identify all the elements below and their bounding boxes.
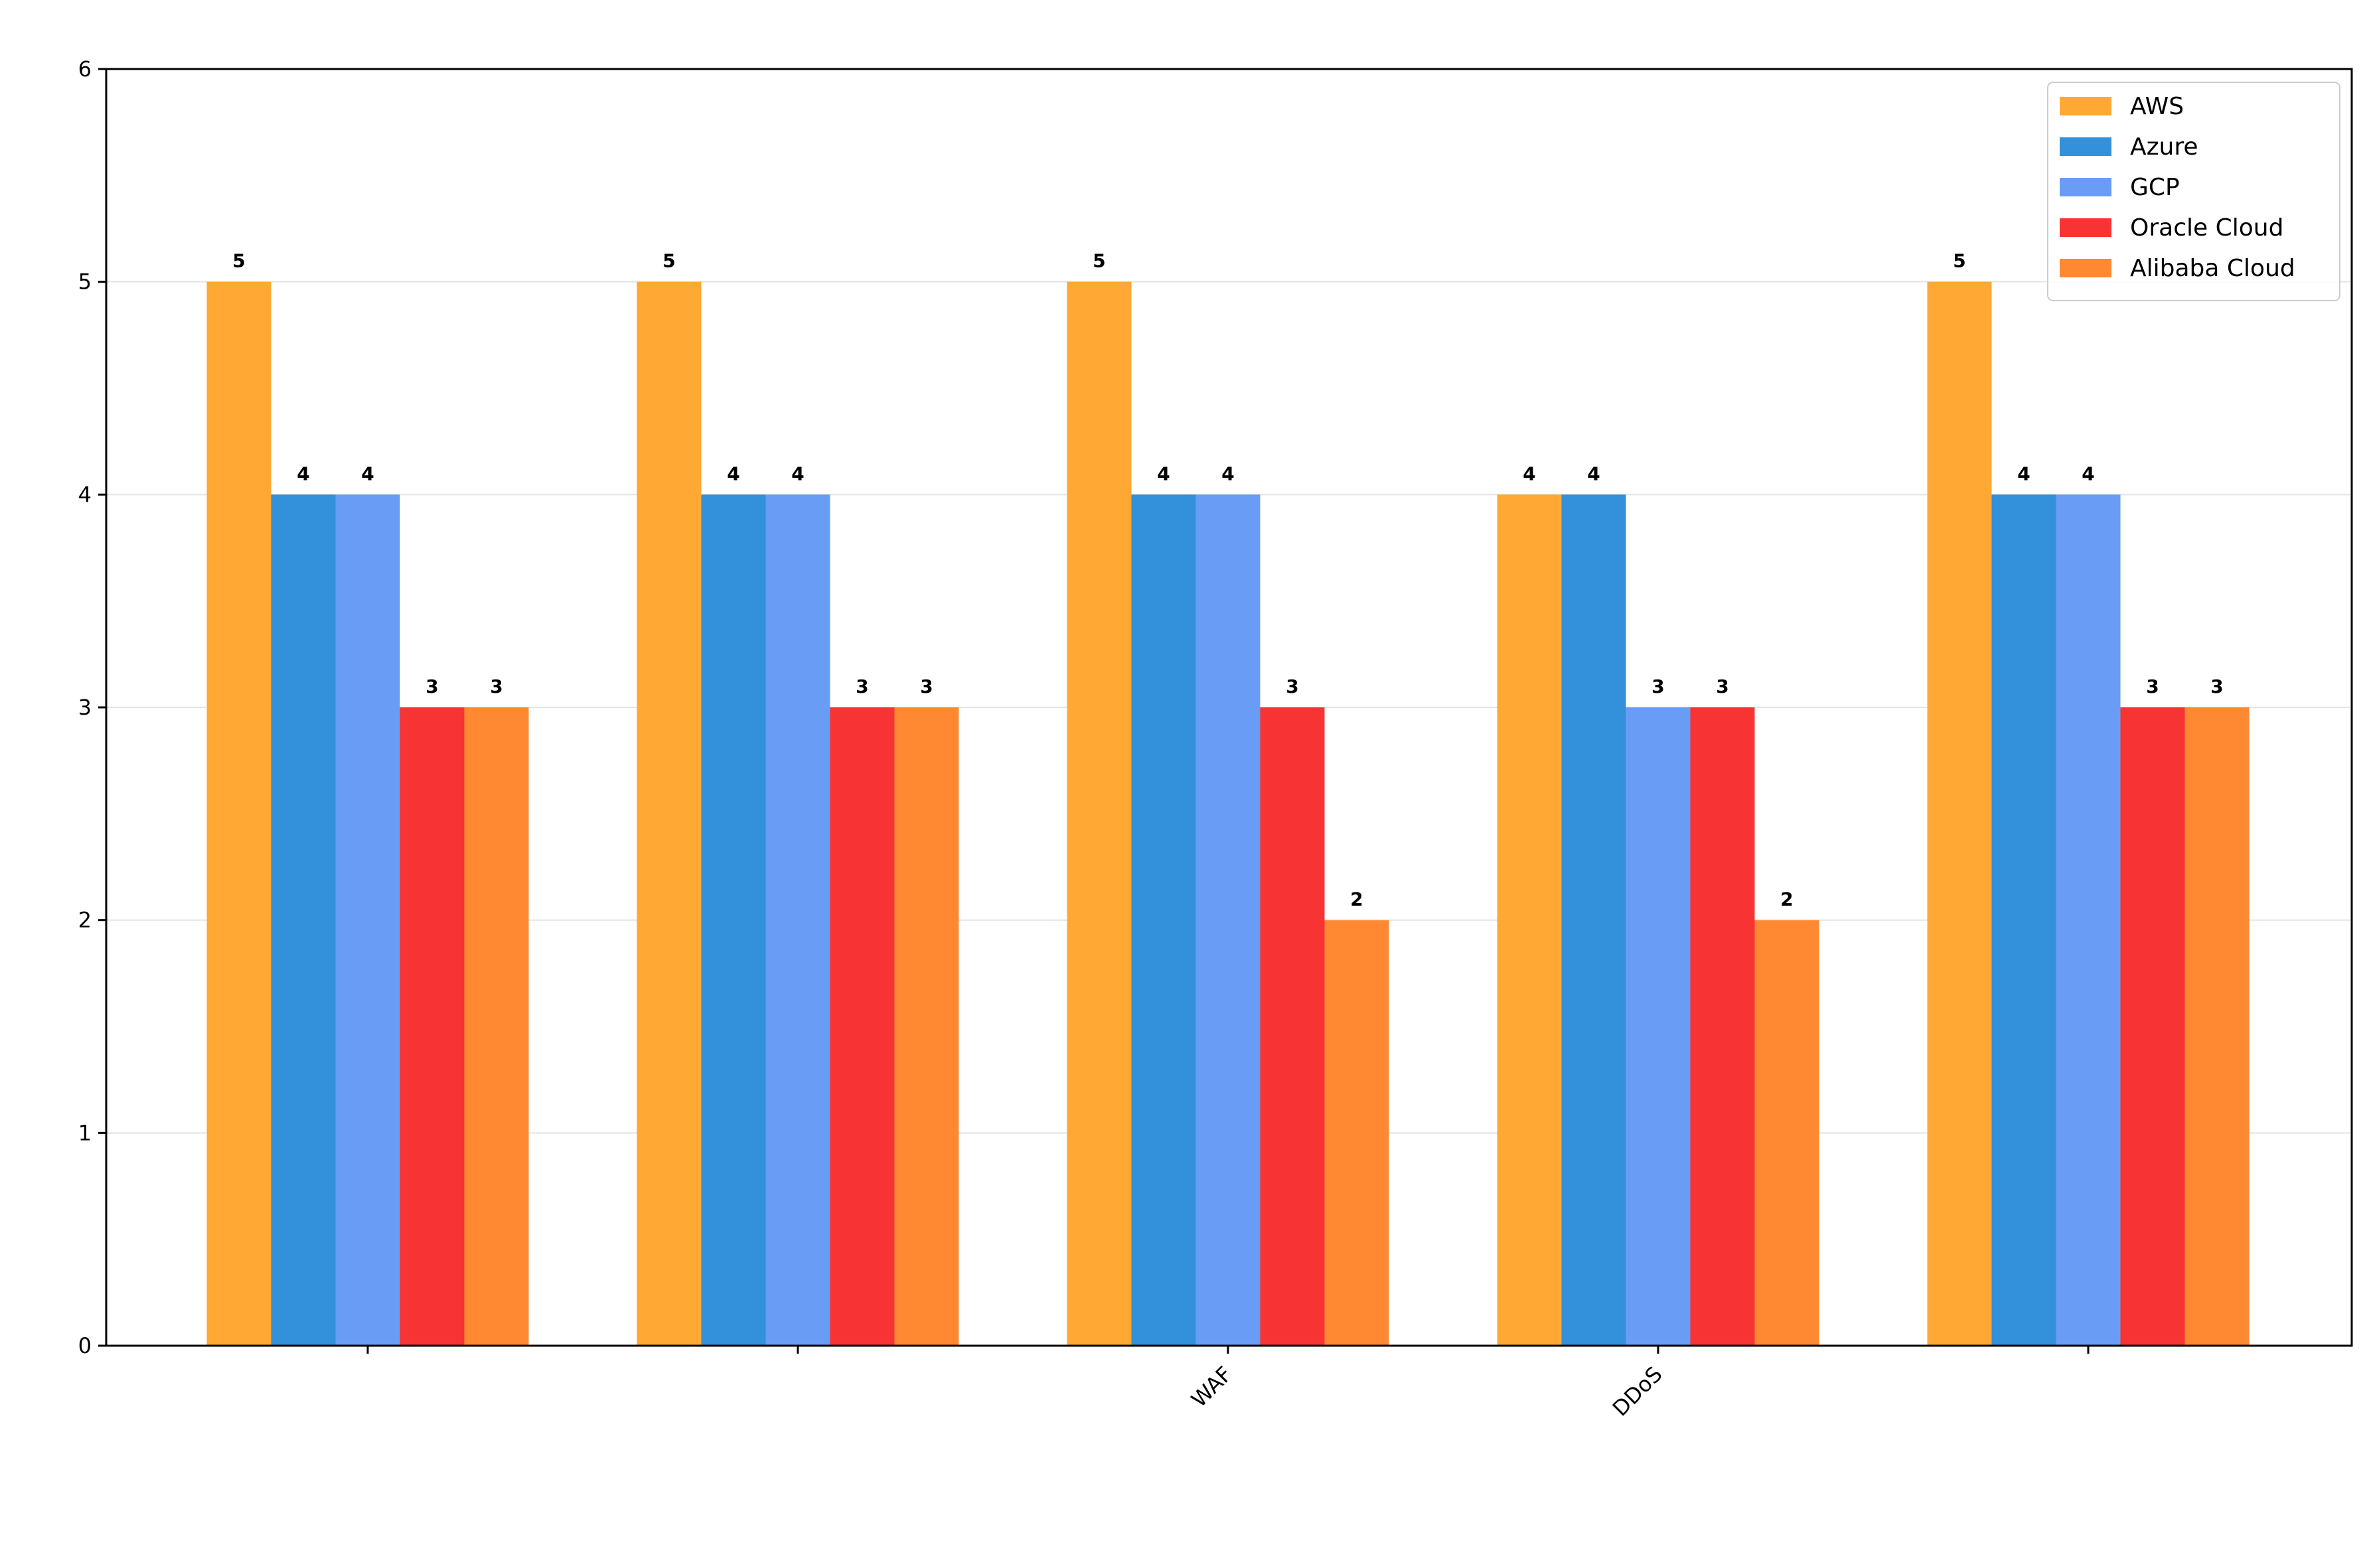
data-label: 3 — [1286, 676, 1298, 697]
bar — [1626, 707, 1691, 1346]
legend: AWS Azure GCP Oracle Cloud Alibaba Cloud — [2047, 82, 2340, 301]
bar — [1690, 707, 1755, 1346]
bar — [1131, 494, 1196, 1346]
bar — [1260, 707, 1325, 1346]
data-label: 4 — [1157, 463, 1170, 484]
y-tick-label: 2 — [78, 908, 92, 933]
bar — [400, 707, 465, 1346]
data-label: 3 — [1716, 676, 1728, 697]
data-label: 5 — [662, 250, 675, 272]
bar — [637, 281, 702, 1346]
legend-swatch — [2060, 259, 2111, 277]
y-tick-label: 1 — [78, 1120, 92, 1145]
bar — [701, 494, 766, 1346]
data-label: 4 — [727, 463, 739, 484]
legend-swatch — [2060, 137, 2111, 156]
legend-label: Alibaba Cloud — [2130, 255, 2295, 282]
data-label: 3 — [425, 676, 438, 697]
legend-label: Oracle Cloud — [2130, 214, 2283, 242]
data-label: 3 — [2146, 676, 2159, 697]
bar — [1754, 920, 1819, 1346]
legend-label: Azure — [2130, 133, 2198, 161]
bar — [2056, 494, 2121, 1346]
data-label: 4 — [791, 463, 804, 484]
bar — [1991, 494, 2056, 1346]
data-label: 4 — [1523, 463, 1535, 484]
y-tick-label: 0 — [78, 1333, 92, 1358]
bar — [1067, 281, 1132, 1346]
data-label: 3 — [2210, 676, 2223, 697]
data-label: 4 — [297, 463, 309, 484]
bar — [830, 707, 895, 1346]
data-label: 3 — [490, 676, 502, 697]
legend-swatch — [2060, 218, 2111, 237]
data-label: 4 — [361, 463, 374, 484]
y-tick-label: 3 — [78, 695, 92, 720]
bar — [1497, 494, 1562, 1346]
data-label: 2 — [1350, 889, 1363, 910]
data-label: 4 — [2017, 463, 2030, 484]
data-label: 4 — [2082, 463, 2094, 484]
data-label: 3 — [1651, 676, 1664, 697]
bar — [2120, 707, 2185, 1346]
bar — [2184, 707, 2250, 1346]
bar — [765, 494, 830, 1346]
legend-label: AWS — [2130, 93, 2184, 120]
data-label: 3 — [856, 676, 868, 697]
y-tick-label: 6 — [78, 56, 92, 82]
legend-swatch — [2060, 178, 2111, 196]
bar — [1324, 920, 1389, 1346]
bar — [271, 494, 336, 1346]
bar — [1561, 494, 1626, 1346]
legend-box — [2047, 82, 2340, 301]
data-label: 5 — [1093, 250, 1105, 272]
data-labels: 5 5 5 4 5 4 4 4 4 4 4 4 4 3 4 3 3 3 3 3 3 3 2 2 3 — [232, 250, 2223, 910]
bar — [464, 707, 529, 1346]
bar — [206, 281, 271, 1346]
data-label: 2 — [1780, 889, 1793, 910]
bar — [1195, 494, 1261, 1346]
bar — [335, 494, 400, 1346]
legend-label: GCP — [2130, 174, 2180, 201]
data-label: 4 — [1221, 463, 1234, 484]
data-label: 4 — [1587, 463, 1600, 484]
bar — [1927, 281, 1992, 1346]
bars — [206, 281, 2250, 1346]
y-tick-label: 5 — [78, 269, 92, 295]
legend-swatch — [2060, 97, 2111, 115]
y-tick-label: 4 — [78, 482, 92, 507]
data-label: 5 — [232, 250, 245, 272]
data-label: 3 — [920, 676, 933, 697]
bar — [894, 707, 959, 1346]
data-label: 5 — [1953, 250, 1965, 272]
